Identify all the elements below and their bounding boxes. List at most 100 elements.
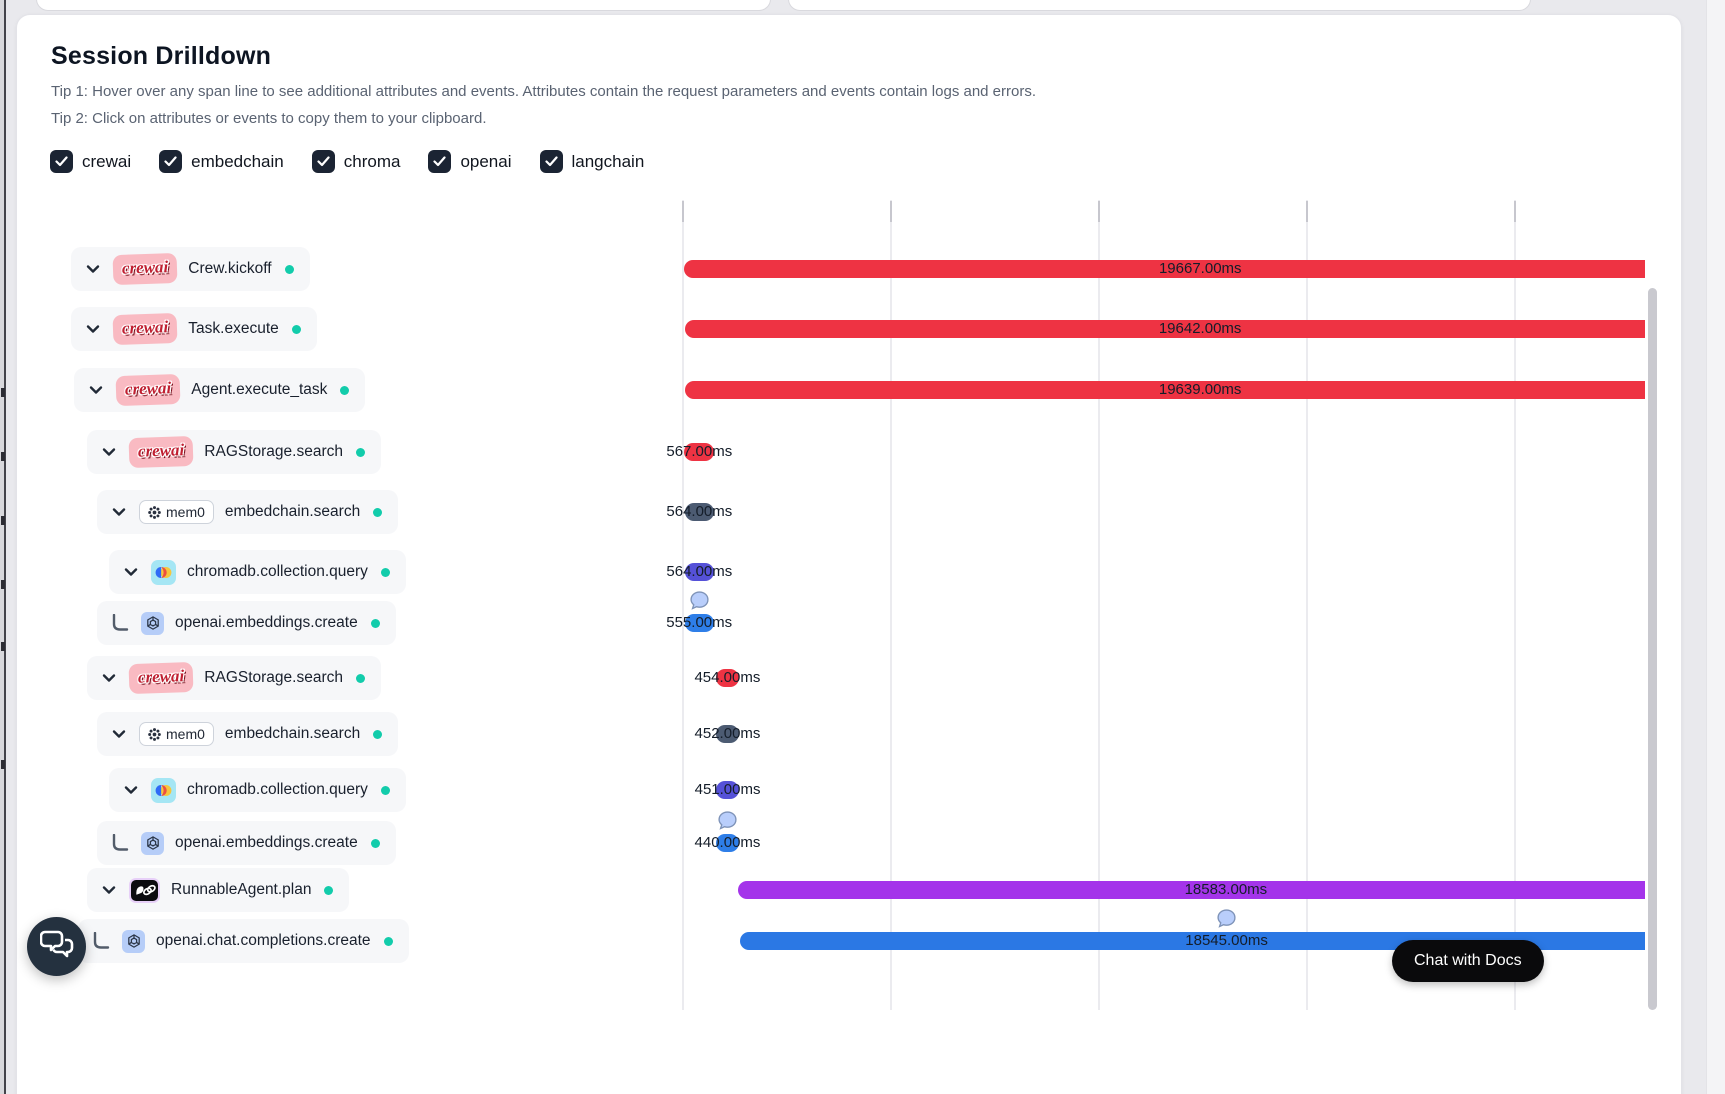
- chroma-logo-icon: [151, 559, 176, 585]
- checkbox-checked-icon[interactable]: [50, 150, 73, 173]
- openai-logo-icon: [122, 929, 145, 953]
- tree-elbow-connector-icon: [91, 932, 111, 950]
- span-name: openai.embeddings.create: [175, 834, 358, 851]
- span-name: RAGStorage.search: [204, 669, 343, 686]
- span-name: RunnableAgent.plan: [171, 881, 312, 898]
- timeline-gridline: [1306, 200, 1308, 1010]
- span-status-dot: [370, 618, 380, 628]
- chat-with-docs-button[interactable]: Chat with Docs: [1392, 940, 1544, 982]
- span-status-dot: [380, 785, 390, 795]
- span-status-dot: [291, 324, 301, 334]
- filter-label: chroma: [343, 151, 401, 171]
- chart-scrollbar-thumb[interactable]: [1648, 288, 1657, 1010]
- span-event-bubble-icon[interactable]: [689, 590, 710, 611]
- tree-elbow-connector-icon: [110, 834, 130, 852]
- openai-logo-icon: [141, 831, 164, 855]
- span-status-dot: [284, 264, 294, 274]
- span-row-openai.chat.completions.create[interactable]: openai.chat.completions.create: [78, 919, 409, 963]
- crewai-logo-icon: crewai: [115, 373, 181, 407]
- span-name: Agent.execute_task: [191, 381, 328, 398]
- filter-checkbox-langchain[interactable]: langchain: [539, 150, 645, 173]
- chevron-down-icon[interactable]: [110, 503, 128, 521]
- span-name: Task.execute: [188, 320, 279, 337]
- span-row-embedchain.search[interactable]: mem0 embedchain.search: [97, 712, 399, 756]
- chevron-down-icon[interactable]: [84, 260, 102, 278]
- span-row-Task.execute[interactable]: crewai Task.execute: [71, 307, 317, 351]
- span-event-bubble-icon[interactable]: [717, 810, 738, 831]
- window-scrollbar-track[interactable]: [1706, 0, 1725, 1094]
- span-row-Crew.kickoff[interactable]: crewai Crew.kickoff: [71, 247, 310, 291]
- span-row-Agent.execute_task[interactable]: crewai Agent.execute_task: [74, 368, 366, 412]
- chevron-down-icon[interactable]: [100, 881, 118, 899]
- chat-with-docs-label: Chat with Docs: [1414, 952, 1522, 969]
- filter-label: crewai: [82, 151, 132, 171]
- checkbox-checked-icon[interactable]: [428, 150, 452, 173]
- chroma-logo-icon: [151, 777, 176, 803]
- span-duration-label: 440.00ms: [694, 834, 761, 851]
- span-duration-label: 18583.00ms: [1184, 881, 1268, 898]
- checkbox-checked-icon[interactable]: [311, 150, 335, 173]
- span-duration-label: 454.00ms: [694, 669, 761, 686]
- span-status-dot: [373, 507, 383, 517]
- span-name: embedchain.search: [224, 725, 361, 742]
- span-duration-label: 18545.00ms: [1185, 932, 1268, 949]
- chevron-down-icon[interactable]: [100, 443, 118, 461]
- crewai-logo-icon: crewai: [112, 312, 178, 346]
- span-name: openai.chat.completions.create: [156, 932, 371, 949]
- span-name: chromadb.collection.query: [187, 563, 368, 580]
- span-status-dot: [340, 385, 350, 395]
- mem0-logo-icon: mem0: [139, 500, 214, 524]
- chevron-down-icon[interactable]: [110, 725, 128, 743]
- span-duration-label: 567.00ms: [666, 443, 733, 460]
- span-name: openai.embeddings.create: [175, 614, 358, 631]
- chevron-down-icon[interactable]: [122, 563, 140, 581]
- tree-elbow-connector-icon: [110, 614, 130, 632]
- checkbox-checked-icon[interactable]: [539, 150, 563, 173]
- span-duration-label: 564.00ms: [666, 563, 733, 580]
- span-row-RAGStorage.search[interactable]: crewai RAGStorage.search: [87, 656, 381, 700]
- span-status-dot: [356, 673, 365, 683]
- span-duration-label: 451.00ms: [694, 781, 761, 798]
- span-row-chromadb.collection.query[interactable]: chromadb.collection.query: [109, 550, 406, 594]
- span-name: embedchain.search: [224, 503, 361, 520]
- card-above-right-fragment: [788, 0, 1531, 11]
- timeline-gridline: [1514, 200, 1516, 1010]
- checkbox-checked-icon[interactable]: [159, 150, 183, 173]
- filter-checkbox-embedchain[interactable]: embedchain: [159, 150, 284, 173]
- span-row-RAGStorage.search[interactable]: crewai RAGStorage.search: [87, 430, 381, 474]
- filter-checkbox-openai[interactable]: openai: [428, 150, 512, 173]
- span-status-dot: [324, 885, 334, 895]
- openai-logo-icon: [141, 611, 164, 635]
- chat-widget-button[interactable]: [27, 917, 86, 976]
- filter-checkbox-chroma[interactable]: chroma: [311, 150, 401, 173]
- span-event-bubble-icon[interactable]: [1216, 908, 1237, 929]
- chevron-down-icon[interactable]: [122, 781, 140, 799]
- page-title: Session Drilldown: [51, 42, 272, 70]
- filter-label: langchain: [571, 151, 645, 171]
- vendor-filters: crewai embedchain chroma openai langchai…: [50, 150, 644, 173]
- crewai-logo-icon: crewai: [128, 435, 194, 469]
- span-row-openai.embeddings.create[interactable]: openai.embeddings.create: [97, 601, 396, 645]
- timeline-gridline: [1098, 200, 1100, 1010]
- filter-label: embedchain: [191, 151, 284, 171]
- chevron-down-icon[interactable]: [87, 381, 105, 399]
- chevron-down-icon[interactable]: [84, 320, 102, 338]
- filter-checkbox-crewai[interactable]: crewai: [50, 150, 131, 173]
- span-row-embedchain.search[interactable]: mem0 embedchain.search: [97, 490, 399, 534]
- timeline-gridline: [682, 200, 684, 1010]
- filter-label: openai: [460, 151, 512, 171]
- span-status-dot: [356, 447, 365, 457]
- mem0-logo-icon: mem0: [139, 722, 214, 746]
- timeline-tick: [682, 201, 684, 222]
- span-duration-label: 564.00ms: [666, 503, 733, 520]
- span-duration-label: 19667.00ms: [1158, 260, 1242, 277]
- span-row-RunnableAgent.plan[interactable]: RunnableAgent.plan: [87, 868, 350, 912]
- crewai-logo-icon: crewai: [112, 252, 178, 286]
- chevron-down-icon[interactable]: [100, 669, 118, 687]
- span-status-dot: [383, 936, 393, 946]
- span-name: Crew.kickoff: [188, 260, 272, 277]
- span-row-chromadb.collection.query[interactable]: chromadb.collection.query: [109, 768, 406, 812]
- timeline-tick: [1306, 201, 1308, 222]
- span-row-openai.embeddings.create[interactable]: openai.embeddings.create: [97, 821, 396, 865]
